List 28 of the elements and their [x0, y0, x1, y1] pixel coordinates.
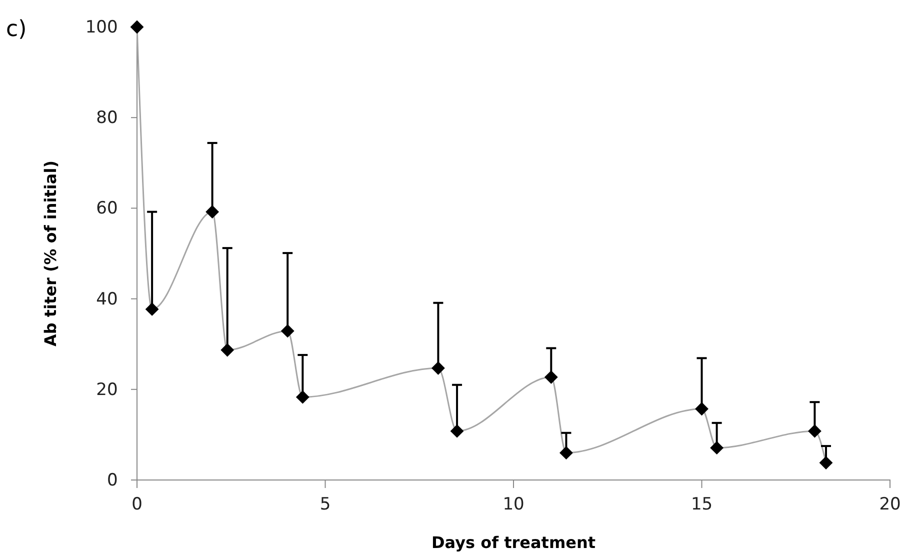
point: [808, 424, 822, 438]
y-tick-label: 0: [106, 470, 118, 490]
point: [819, 456, 833, 470]
x-tick-label: 20: [879, 494, 901, 515]
point: [130, 20, 144, 34]
point: [220, 343, 234, 357]
y-tick-label: 100: [85, 17, 118, 38]
point: [560, 446, 573, 460]
point: [296, 390, 310, 404]
point: [710, 441, 724, 455]
y-tick-label: 80: [96, 108, 118, 128]
y-axis-title: Ab titer (% of initial): [41, 160, 60, 347]
x-tick-label: 0: [132, 494, 142, 515]
x-tick-label: 10: [502, 494, 524, 515]
point: [544, 370, 558, 384]
y-tick-label: 40: [96, 289, 118, 310]
x-axis-title: Days of treatment: [431, 533, 596, 552]
point: [206, 205, 220, 219]
point: [695, 402, 708, 416]
y-tick-label: 20: [96, 380, 118, 400]
point: [280, 324, 294, 338]
x-tick-label: 15: [690, 494, 713, 515]
y-tick-label: 60: [96, 198, 118, 219]
point: [450, 424, 464, 438]
x-tick-label: 5: [320, 494, 331, 515]
text: c): [6, 17, 27, 42]
point: [431, 361, 445, 375]
point: [145, 302, 159, 316]
